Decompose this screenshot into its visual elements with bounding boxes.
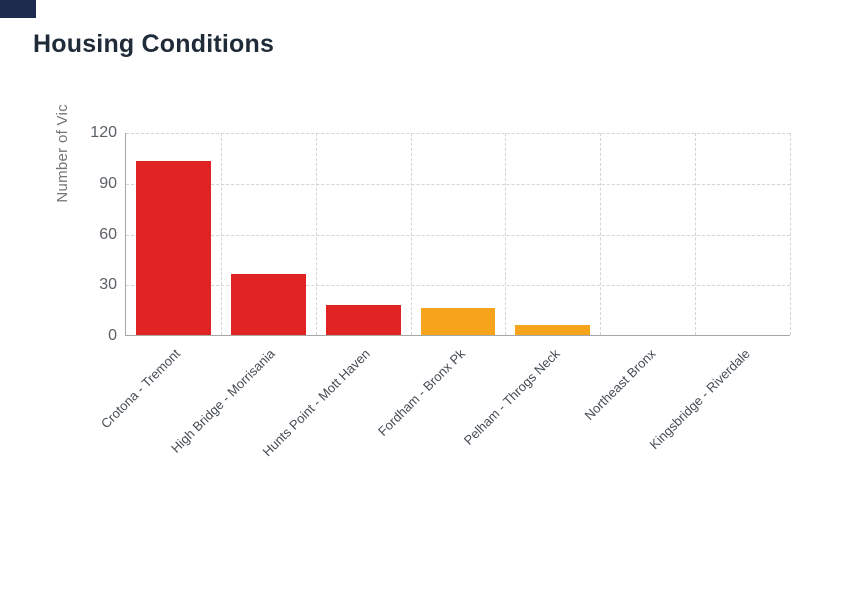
gridline-horizontal bbox=[126, 234, 790, 236]
bar-hunts-point-mott-haven[interactable] bbox=[325, 304, 401, 335]
bar-pelham-throgs-neck[interactable] bbox=[515, 324, 591, 335]
top-left-accent bbox=[0, 0, 36, 18]
bar-crotona-tremont[interactable] bbox=[135, 160, 211, 335]
gridline-vertical bbox=[505, 133, 507, 335]
gridline-vertical bbox=[695, 133, 697, 335]
x-tick-label: Kingsbridge - Riverdale bbox=[646, 346, 754, 453]
y-tick-label: 60 bbox=[99, 225, 117, 243]
gridline-vertical bbox=[220, 133, 222, 335]
y-axis-ticks: 0 30 60 90 120 bbox=[55, 124, 117, 344]
chart-title: Housing Conditions bbox=[33, 30, 275, 58]
y-tick-label: 90 bbox=[99, 174, 117, 192]
x-tick-label: Hunts Point - Mott Haven bbox=[259, 346, 374, 460]
x-tick-label: Northeast Bronx bbox=[581, 346, 659, 424]
bar-fordham-bronx-pk[interactable] bbox=[420, 307, 496, 335]
gridline-vertical bbox=[315, 133, 317, 335]
gridline-horizontal bbox=[126, 133, 790, 134]
gridline-vertical bbox=[600, 133, 602, 335]
x-tick-label: High Bridge - Morrisania bbox=[168, 346, 279, 456]
x-axis-labels: Crotona - Tremont High Bridge - Morrisani… bbox=[98, 340, 790, 490]
gridline-vertical bbox=[410, 133, 412, 335]
y-tick-label: 120 bbox=[90, 124, 117, 141]
plot-area bbox=[125, 133, 791, 336]
y-tick-label: 0 bbox=[108, 327, 117, 344]
gridline-vertical bbox=[790, 133, 791, 335]
gridline-horizontal bbox=[126, 285, 790, 287]
x-tick-label: Fordham - Bronx Pk bbox=[375, 346, 469, 439]
x-tick-label: Crotona - Tremont bbox=[97, 346, 184, 432]
y-tick-label: 30 bbox=[99, 276, 117, 294]
bar-high-bridge-morrisania[interactable] bbox=[230, 274, 306, 335]
gridline-horizontal bbox=[126, 183, 790, 185]
x-tick-label: Pelham - Throgs Neck bbox=[461, 346, 564, 448]
